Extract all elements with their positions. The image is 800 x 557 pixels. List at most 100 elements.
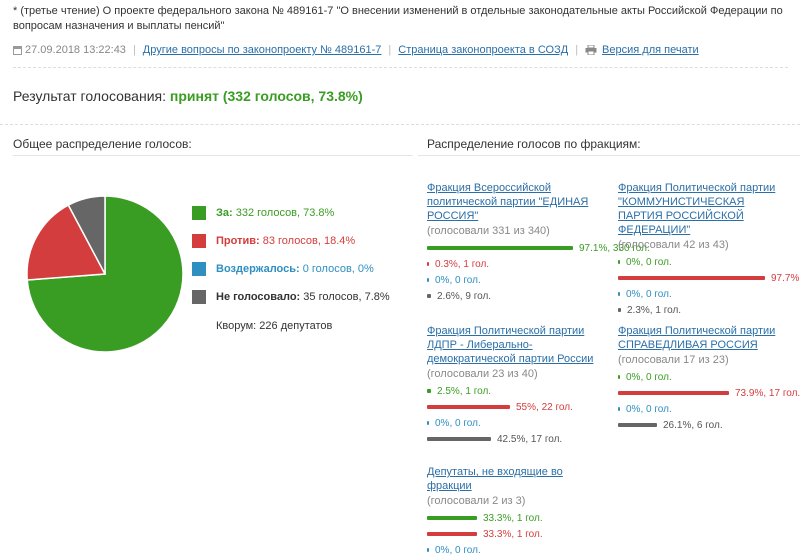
faction-bar-label: 0%, 0 гол.	[626, 372, 672, 383]
legend-value: 35 голосов, 7.8%	[300, 291, 390, 303]
faction-block: Фракция Всероссийской политической парти…	[427, 181, 650, 305]
faction-bar-label: 97.1%, 330 гол.	[579, 243, 650, 254]
divider	[0, 124, 800, 125]
faction-bar-label: 0%, 0 гол.	[626, 289, 672, 300]
faction-bar	[427, 294, 431, 298]
faction-name-link[interactable]: Фракция Политической партии "КОММУНИСТИЧ…	[618, 182, 776, 236]
faction-bar-label: 33.3%, 1 гол.	[483, 529, 543, 540]
faction-row-vozd: 0%, 0 гол.	[618, 402, 788, 418]
faction-bar	[427, 532, 477, 536]
faction-bar-label: 2.3%, 1 гол.	[627, 305, 682, 316]
legend-text: Не голосовало: 35 голосов, 7.8%	[216, 291, 390, 303]
faction-bar	[427, 389, 431, 393]
faction-voted-count: (голосовали 42 из 43)	[618, 239, 729, 251]
faction-block: Депутаты, не входящие во фракции (голосов…	[427, 465, 597, 557]
vote-title: * (третье чтение) О проекте федерального…	[13, 5, 783, 32]
faction-row-vozd: 0%, 0 гол.	[618, 287, 788, 303]
faction-row-za: 2.5%, 1 гол.	[427, 384, 597, 400]
faction-bar	[427, 405, 510, 409]
faction-bar	[618, 260, 620, 264]
faction-voted-count: (голосовали 17 из 23)	[618, 354, 729, 366]
faction-row-vozd: 0%, 0 гол.	[427, 416, 597, 432]
faction-bar	[618, 375, 620, 379]
faction-row-protiv: 33.3%, 1 гол.	[427, 527, 597, 543]
overall-distribution-title: Общее распределение голосов:	[13, 137, 192, 151]
faction-bar	[427, 278, 429, 282]
faction-row-ne: 2.6%, 9 гол.	[427, 289, 597, 305]
vote-date: 27.09.2018 13:22:43	[25, 44, 126, 56]
faction-row-za: 0%, 0 гол.	[618, 255, 788, 271]
faction-row-za: 33.3%, 1 гол.	[427, 511, 597, 527]
faction-name-link[interactable]: Фракция Политической партии СПРАВЕДЛИВАЯ…	[618, 325, 776, 351]
separator: |	[132, 44, 136, 56]
legend-swatch	[192, 262, 206, 276]
divider	[13, 67, 788, 68]
faction-row-ne: 2.3%, 1 гол.	[618, 303, 788, 319]
legend-text: За: 332 голосов, 73.8%	[216, 207, 334, 219]
sozd-page-link[interactable]: Страница законопроекта в СОЗД	[398, 44, 569, 56]
faction-bar-label: 42.5%, 17 гол.	[497, 434, 563, 445]
faction-bar	[618, 276, 765, 280]
legend-value: 83 голосов, 18.4%	[259, 235, 356, 247]
legend-swatch	[192, 234, 206, 248]
legend-value: 332 голосов, 73.8%	[232, 207, 335, 219]
print-version-link[interactable]: Версия для печати	[602, 44, 699, 56]
quorum-text: Кворум: 226 депутатов	[216, 320, 333, 332]
faction-bar	[618, 391, 729, 395]
faction-row-protiv: 97.7%, 42 гол.	[618, 271, 800, 287]
faction-bar-label: 73.9%, 17 гол.	[735, 388, 800, 399]
vote-result: Результат голосования: принят (332 голос…	[13, 88, 363, 104]
faction-block: Фракция Политической партии "КОММУНИСТИЧ…	[618, 181, 800, 319]
divider	[418, 155, 800, 156]
faction-bar-label: 0.3%, 1 гол.	[435, 259, 490, 270]
faction-name-link[interactable]: Фракция Политической партии ЛДПР - Либер…	[427, 325, 594, 365]
faction-row-protiv: 73.9%, 17 гол.	[618, 386, 800, 402]
faction-name-link[interactable]: Депутаты, не входящие во фракции	[427, 466, 563, 492]
legend-swatch	[192, 290, 206, 304]
faction-block: Фракция Политической партии СПРАВЕДЛИВАЯ…	[618, 324, 800, 434]
faction-bar	[427, 262, 429, 266]
result-value: принят (332 голосов, 73.8%)	[169, 88, 363, 104]
faction-voted-count: (голосовали 2 из 3)	[427, 495, 526, 507]
faction-bar-label: 26.1%, 6 гол.	[663, 420, 723, 431]
faction-bar	[427, 246, 573, 250]
divider	[13, 155, 413, 156]
pie-slice-ne	[67, 195, 106, 275]
legend-label: Против:	[216, 235, 260, 247]
faction-block: Фракция Политической партии ЛДПР - Либер…	[427, 324, 597, 448]
faction-bar-label: 0%, 0 гол.	[435, 545, 481, 556]
meta-bar: 27.09.2018 13:22:43 | Другие вопросы по …	[13, 44, 699, 56]
faction-row-protiv: 55%, 22 гол.	[427, 400, 597, 416]
faction-bar-label: 2.6%, 9 гол.	[437, 291, 492, 302]
faction-bar	[427, 548, 429, 552]
vote-pie-chart	[26, 195, 184, 353]
faction-name-link[interactable]: Фракция Всероссийской политической парти…	[427, 182, 589, 222]
faction-row-vozd: 0%, 0 гол.	[427, 273, 597, 289]
faction-row-ne: 42.5%, 17 гол.	[427, 432, 597, 448]
calendar-icon	[13, 45, 22, 55]
pie-slice-protiv	[26, 204, 107, 281]
separator: |	[388, 44, 392, 56]
faction-row-za: 0%, 0 гол.	[618, 370, 788, 386]
legend-text: Воздержалось: 0 голосов, 0%	[216, 263, 374, 275]
faction-bar	[427, 437, 491, 441]
faction-voted-count: (голосовали 331 из 340)	[427, 225, 550, 237]
faction-bar	[427, 516, 477, 520]
faction-bar-label: 33.3%, 1 гол.	[483, 513, 543, 524]
faction-row-ne: 26.1%, 6 гол.	[618, 418, 788, 434]
other-questions-link[interactable]: Другие вопросы по законопроекту № 489161…	[142, 44, 382, 56]
faction-row-za: 97.1%, 330 гол.	[427, 241, 650, 257]
faction-distribution-title: Распределение голосов по фракциям:	[427, 137, 641, 151]
faction-voted-count: (голосовали 23 из 40)	[427, 368, 538, 380]
faction-bar-label: 0%, 0 гол.	[626, 404, 672, 415]
printer-icon	[585, 45, 597, 55]
faction-bar	[618, 292, 620, 296]
faction-bar-label: 0%, 0 гол.	[626, 257, 672, 268]
faction-bar-label: 97.7%, 42 гол.	[771, 273, 800, 284]
legend-value: 0 голосов, 0%	[299, 263, 374, 275]
faction-bar-label: 2.5%, 1 гол.	[437, 386, 492, 397]
faction-bar-label: 0%, 0 гол.	[435, 275, 481, 286]
legend-label: Не голосовало:	[216, 291, 301, 303]
legend-swatch	[192, 206, 206, 220]
faction-row-vozd: 0%, 0 гол.	[427, 543, 597, 557]
